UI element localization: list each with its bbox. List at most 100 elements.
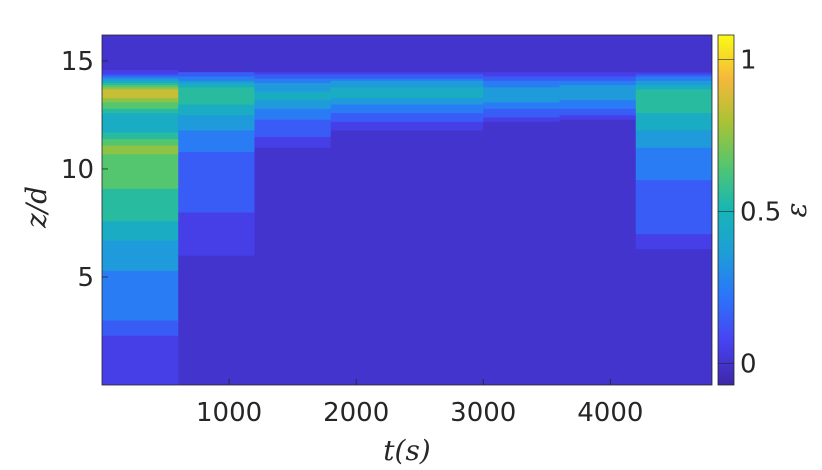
heatmap-band xyxy=(635,233,712,250)
heatmap-band xyxy=(330,121,408,131)
y-tick-label: 5 xyxy=(77,263,94,293)
heatmap-band xyxy=(254,99,332,109)
heatmap-band xyxy=(330,80,408,88)
heatmap-band xyxy=(407,73,484,79)
heatmap-band xyxy=(330,73,408,79)
segment-6 xyxy=(559,35,637,385)
heatmap-band xyxy=(254,147,332,385)
heatmap-band xyxy=(559,76,637,81)
heatmap-band xyxy=(254,82,332,92)
heatmap-band xyxy=(102,220,179,241)
x-tick-label: 2000 xyxy=(323,398,389,428)
heatmap-band xyxy=(407,86,484,99)
heatmap-band xyxy=(254,35,332,73)
heatmap-band xyxy=(102,112,179,133)
segment-7 xyxy=(635,35,712,385)
heatmap-band xyxy=(559,80,637,86)
heatmap-band xyxy=(102,76,179,79)
heatmap-band xyxy=(102,69,179,75)
heatmap-band xyxy=(635,73,712,77)
heatmap-band xyxy=(254,73,332,79)
heatmap-band xyxy=(559,84,637,101)
heatmap-band xyxy=(559,114,637,120)
heatmap-band xyxy=(254,108,332,120)
heatmap-band xyxy=(330,97,408,105)
heatmap-band xyxy=(102,320,179,336)
heatmap-band xyxy=(102,270,179,321)
heatmap-band xyxy=(102,78,179,81)
heatmap-band xyxy=(178,114,255,131)
heatmap-band xyxy=(559,35,637,73)
segment-1 xyxy=(178,35,255,385)
heatmap-band xyxy=(635,71,712,75)
heatmap-band xyxy=(102,101,179,109)
heatmap-band xyxy=(635,84,712,90)
heatmap-band xyxy=(178,151,255,213)
heatmap-band xyxy=(254,91,332,101)
heatmap-band xyxy=(483,76,560,81)
heatmap-band xyxy=(102,97,179,103)
heatmap-band xyxy=(483,80,560,88)
segment-4 xyxy=(407,35,484,385)
heatmap-band xyxy=(635,89,712,114)
heatmap-band xyxy=(483,101,560,109)
heatmap-band xyxy=(102,188,179,222)
heatmap-band xyxy=(102,138,179,146)
segment-3 xyxy=(330,35,408,385)
heatmap-band xyxy=(178,71,255,77)
heatmap-cells xyxy=(102,35,712,385)
heatmap-band xyxy=(330,78,408,81)
heatmap-band xyxy=(178,130,255,153)
heatmap-band xyxy=(102,35,179,70)
heatmap-band xyxy=(483,86,560,103)
heatmap-band xyxy=(483,117,560,122)
colorbar-gradient xyxy=(717,34,735,386)
heatmap-band xyxy=(635,112,712,131)
colorbar: 00.51 xyxy=(717,34,781,386)
x-tick-label: 3000 xyxy=(450,398,516,428)
heatmap-band xyxy=(559,71,637,77)
x-tick-label: 1000 xyxy=(196,398,262,428)
heatmap-band xyxy=(483,71,560,77)
heatmap-band xyxy=(178,76,255,81)
heatmap-band xyxy=(635,80,712,86)
x-axis-label: t(s) xyxy=(383,434,430,467)
plot-area xyxy=(102,35,712,385)
heatmap-band xyxy=(102,132,179,140)
heatmap-band xyxy=(102,86,179,90)
heatmap-band xyxy=(559,119,637,385)
heatmap-band xyxy=(102,145,179,155)
heatmap-band xyxy=(254,78,332,83)
heatmap-band xyxy=(330,35,408,73)
heatmap-band xyxy=(635,147,712,181)
heatmap-band xyxy=(330,71,408,75)
heatmap-band xyxy=(635,179,712,235)
heatmap-band xyxy=(407,112,484,122)
heatmap-band xyxy=(102,89,179,99)
plot-frame xyxy=(101,34,713,386)
heatmap-band xyxy=(407,97,484,105)
colorbar-tick-label: 1 xyxy=(740,45,757,75)
heatmap-band xyxy=(102,82,179,86)
heatmap-band xyxy=(407,121,484,131)
heatmap-band xyxy=(559,108,637,116)
heatmap-band xyxy=(407,104,484,114)
heatmap-band xyxy=(178,255,255,385)
heatmap-band xyxy=(178,82,255,88)
heatmap-band xyxy=(407,80,484,88)
x-tick-label: 4000 xyxy=(577,398,643,428)
heatmap-band xyxy=(330,86,408,99)
heatmap-band xyxy=(254,71,332,75)
heatmap-band xyxy=(635,130,712,148)
heatmap-band xyxy=(178,80,255,83)
colorbar-tick-label: 0.5 xyxy=(740,198,781,228)
heatmap-band xyxy=(635,35,712,73)
heatmap-band xyxy=(330,104,408,114)
heatmap-band xyxy=(407,71,484,75)
heatmap-band xyxy=(407,78,484,81)
heatmap-band xyxy=(635,76,712,81)
heatmap-band xyxy=(407,130,484,385)
heatmap-band xyxy=(102,153,179,189)
segment-0 xyxy=(102,35,179,385)
colorbar-ticks: 00.51 xyxy=(718,45,781,380)
